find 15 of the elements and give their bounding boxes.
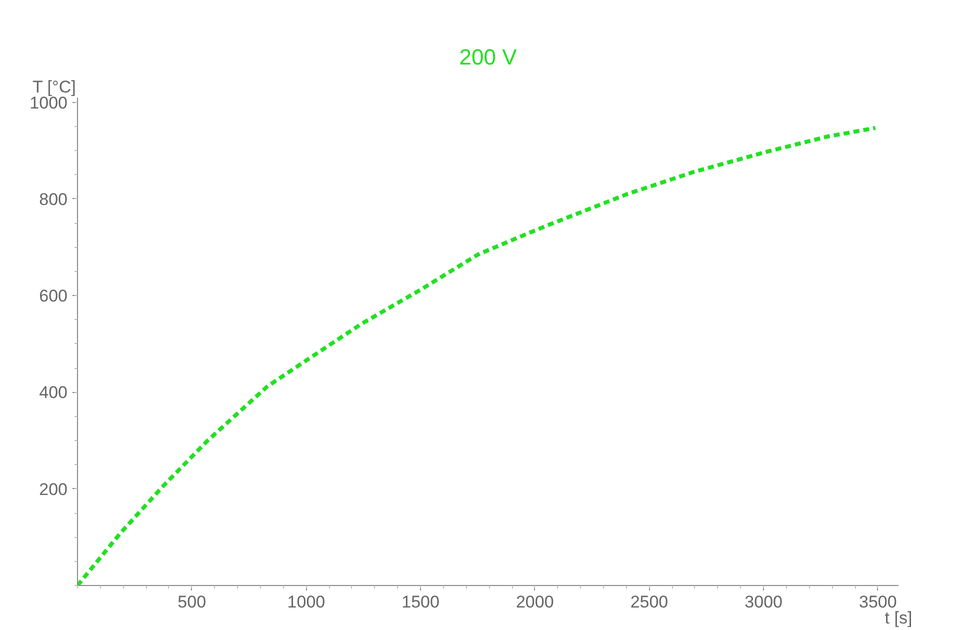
x-tick-label: 2000 xyxy=(516,592,554,612)
x-tick-label: 500 xyxy=(178,592,206,612)
chart-title: 200 V xyxy=(459,44,518,70)
y-axis-title: T [°C] xyxy=(32,78,76,96)
y-tick-label: 400 xyxy=(39,383,68,402)
y-tick-label: 200 xyxy=(39,480,68,499)
x-tick-label: 1500 xyxy=(402,592,440,612)
x-tick-label: 3500 xyxy=(859,592,897,612)
x-tick-label: 1000 xyxy=(287,592,326,612)
y-tick-label: 600 xyxy=(39,286,68,306)
line-series xyxy=(78,126,878,586)
x-tick-label: 2500 xyxy=(630,592,668,612)
y-tick-label: 800 xyxy=(39,190,68,209)
x-tick-label: 3000 xyxy=(744,592,782,612)
x-axis-title: t [s] xyxy=(884,608,912,628)
